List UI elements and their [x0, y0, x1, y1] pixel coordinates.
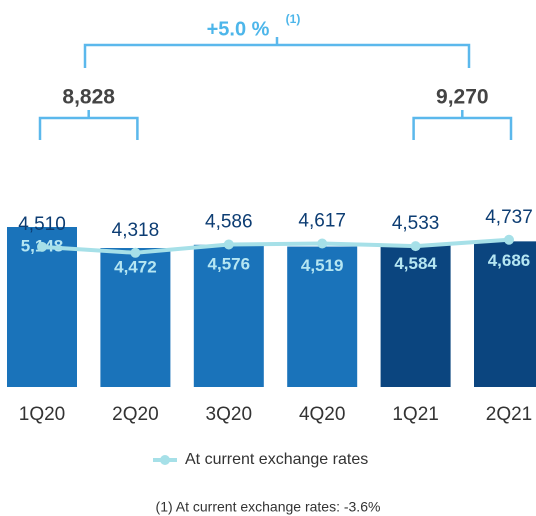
bracket [38, 110, 139, 140]
line-point [317, 238, 328, 249]
line-value-label: 4,586 [205, 211, 253, 232]
bracket-label: 8,828 [62, 86, 115, 109]
line-value-label: 4,737 [485, 207, 533, 228]
bar [380, 244, 451, 387]
bracket [412, 110, 513, 140]
bar-value-label: 4,584 [394, 254, 437, 273]
line-value-label: 4,533 [392, 213, 440, 234]
line-point [223, 239, 234, 250]
legend-marker [160, 455, 170, 465]
line-point [410, 241, 421, 252]
x-tick-label: 4Q20 [299, 404, 345, 425]
line [41, 237, 510, 255]
bar-value-label: 4,519 [301, 256, 344, 275]
bar [100, 248, 171, 387]
growth-bracket [83, 37, 471, 68]
growth-note: (1) [286, 12, 301, 26]
x-tick-label: 3Q20 [206, 404, 252, 425]
bar-value-label: 4,576 [208, 254, 251, 273]
x-tick-label: 1Q21 [392, 404, 438, 425]
bar [474, 241, 536, 387]
line-point [37, 241, 47, 252]
x-tick-label: 2Q21 [486, 404, 532, 425]
x-tick-label: 1Q20 [19, 404, 65, 425]
line-value-label: 4,510 [18, 214, 66, 235]
bracket-label: 9,270 [436, 86, 489, 109]
legend-label: At current exchange rates [185, 451, 368, 468]
line-value-label: 4,318 [112, 220, 160, 241]
bar [7, 227, 77, 387]
bar-value-label: 4,472 [114, 257, 157, 276]
bar [287, 246, 358, 387]
x-tick-label: 2Q20 [112, 404, 158, 425]
bar [193, 244, 264, 387]
line-point [130, 247, 141, 258]
line-value-label: 4,617 [298, 211, 346, 232]
bar-value-label: 4,686 [488, 251, 531, 270]
line-point [504, 234, 514, 245]
growth-label: +5.0 % [207, 18, 270, 40]
footnote: (1) At current exchange rates: -3.6% [156, 499, 381, 515]
